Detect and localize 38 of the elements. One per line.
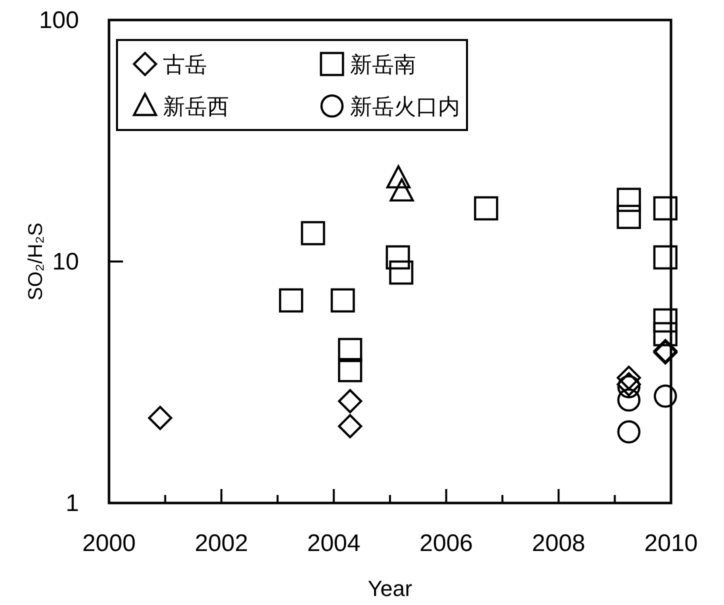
point [386,165,411,188]
point [300,221,326,246]
point [338,338,362,362]
point [617,388,640,412]
point [148,406,172,430]
point [338,389,362,414]
point [474,196,498,220]
x-tick-label: 2000 [82,530,136,557]
x-tick-label: 2006 [420,530,473,557]
point [389,260,414,285]
point [653,196,678,220]
point [653,308,678,333]
x-tick-label: 2004 [307,530,360,557]
point [330,288,355,313]
point [390,178,414,202]
y-axis-title: SO₂/H₂S [25,222,47,300]
y-tick-label: 1 [66,490,79,517]
x-axis-title: Year [368,576,412,601]
x-tick-label: 2010 [644,530,698,557]
x-tick-label: 2008 [532,530,586,557]
point [278,288,304,313]
point [386,245,410,270]
point [653,322,678,346]
legend-label: 新岳火口内 [350,94,460,119]
y-tick-label: 10 [52,248,79,276]
point [653,245,678,270]
point [654,384,677,408]
point [338,358,362,382]
legend-label: 新岳西 [163,94,229,119]
y-tick-label: 100 [38,7,79,34]
legend-label: 新岳南 [350,52,416,77]
point [338,414,362,438]
point [616,366,641,390]
point [616,188,641,212]
point [617,420,640,444]
x-tick-label: 2002 [194,530,248,557]
legend-label: 古岳 [163,52,207,77]
point [616,204,641,229]
